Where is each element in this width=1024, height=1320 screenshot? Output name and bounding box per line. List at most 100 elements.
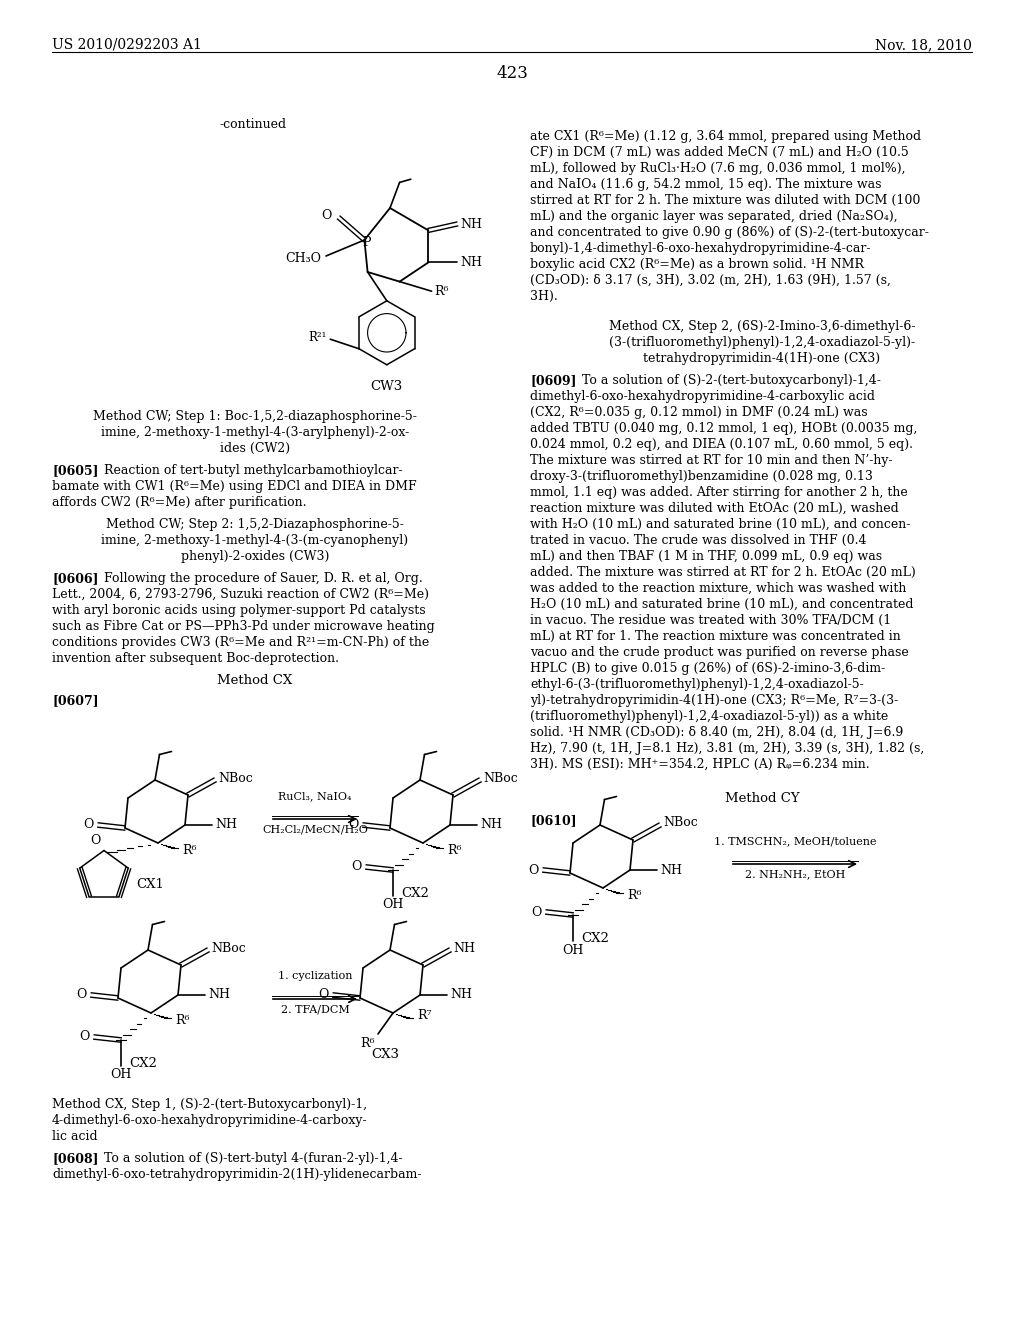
Text: mL) and then TBAF (1 M in THF, 0.099 mL, 0.9 eq) was: mL) and then TBAF (1 M in THF, 0.099 mL,…: [530, 550, 882, 564]
Text: ate CX1 (R⁶=Me) (1.12 g, 3.64 mmol, prepared using Method: ate CX1 (R⁶=Me) (1.12 g, 3.64 mmol, prep…: [530, 129, 922, 143]
Text: vacuo and the crude product was purified on reverse phase: vacuo and the crude product was purified…: [530, 645, 908, 659]
Text: mmol, 1.1 eq) was added. After stirring for another 2 h, the: mmol, 1.1 eq) was added. After stirring …: [530, 486, 907, 499]
Text: with H₂O (10 mL) and saturated brine (10 mL), and concen-: with H₂O (10 mL) and saturated brine (10…: [530, 517, 910, 531]
Text: The mixture was stirred at RT for 10 min and then N’-hy-: The mixture was stirred at RT for 10 min…: [530, 454, 893, 467]
Text: OH: OH: [562, 944, 584, 957]
Text: Method CY: Method CY: [725, 792, 800, 805]
Text: 1. TMSCHN₂, MeOH/toluene: 1. TMSCHN₂, MeOH/toluene: [714, 836, 877, 846]
Text: Following the procedure of Sauer, D. R. et al, Org.: Following the procedure of Sauer, D. R. …: [104, 572, 423, 585]
Text: such as Fibre Cat or PS—PPh3-Pd under microwave heating: such as Fibre Cat or PS—PPh3-Pd under mi…: [52, 620, 435, 634]
Text: NH: NH: [208, 989, 230, 1002]
Text: CH₃O: CH₃O: [285, 252, 321, 264]
Text: CX3: CX3: [371, 1048, 399, 1061]
Text: CX2: CX2: [401, 887, 429, 900]
Text: R⁶: R⁶: [182, 843, 197, 857]
Text: Method CX, Step 2, (6S)-2-Imino-3,6-dimethyl-6-: Method CX, Step 2, (6S)-2-Imino-3,6-dime…: [608, 319, 915, 333]
Text: trated in vacuo. The crude was dissolved in THF (0.4: trated in vacuo. The crude was dissolved…: [530, 535, 866, 546]
Text: lic acid: lic acid: [52, 1130, 97, 1143]
Text: OH: OH: [382, 899, 403, 912]
Text: affords CW2 (R⁶=Me) after purification.: affords CW2 (R⁶=Me) after purification.: [52, 496, 306, 510]
Text: Method CX: Method CX: [217, 675, 293, 686]
Text: 3H). MS (ESI): MH⁺=354.2, HPLC (A) Rᵩ=6.234 min.: 3H). MS (ESI): MH⁺=354.2, HPLC (A) Rᵩ=6.…: [530, 758, 869, 771]
Text: reaction mixture was diluted with EtOAc (20 mL), washed: reaction mixture was diluted with EtOAc …: [530, 502, 899, 515]
Text: O: O: [527, 863, 539, 876]
Text: and concentrated to give 0.90 g (86%) of (S)-2-(tert-butoxycar-: and concentrated to give 0.90 g (86%) of…: [530, 226, 929, 239]
Text: R²¹: R²¹: [308, 331, 327, 343]
Text: O: O: [76, 989, 86, 1002]
Text: dimethyl-6-oxo-tetrahydropyrimidin-2(1H)-ylidenecarbam-: dimethyl-6-oxo-tetrahydropyrimidin-2(1H)…: [52, 1168, 422, 1181]
Text: CX2: CX2: [581, 932, 609, 945]
Text: R⁷: R⁷: [417, 1008, 431, 1022]
Text: boxylic acid CX2 (R⁶=Me) as a brown solid. ¹H NMR: boxylic acid CX2 (R⁶=Me) as a brown soli…: [530, 257, 864, 271]
Text: 3H).: 3H).: [530, 290, 558, 304]
Text: NH: NH: [450, 989, 472, 1002]
Text: [0605]: [0605]: [52, 465, 98, 477]
Text: 423: 423: [496, 65, 528, 82]
Text: 4-dimethyl-6-oxo-hexahydropyrimidine-4-carboxy-: 4-dimethyl-6-oxo-hexahydropyrimidine-4-c…: [52, 1114, 368, 1127]
Text: 1. cyclization: 1. cyclization: [278, 972, 352, 981]
Text: added. The mixture was stirred at RT for 2 h. EtOAc (20 mL): added. The mixture was stirred at RT for…: [530, 566, 915, 579]
Text: mL) and the organic layer was separated, dried (Na₂SO₄),: mL) and the organic layer was separated,…: [530, 210, 898, 223]
Text: [0606]: [0606]: [52, 572, 98, 585]
Text: R⁶: R⁶: [627, 888, 641, 902]
Text: Lett., 2004, 6, 2793-2796, Suzuki reaction of CW2 (R⁶=Me): Lett., 2004, 6, 2793-2796, Suzuki reacti…: [52, 587, 429, 601]
Text: NH: NH: [215, 818, 237, 832]
Text: Nov. 18, 2010: Nov. 18, 2010: [876, 38, 972, 51]
Text: O: O: [348, 818, 358, 832]
Text: NBoc: NBoc: [211, 941, 246, 954]
Text: [0608]: [0608]: [52, 1152, 98, 1166]
Text: 0.024 mmol, 0.2 eq), and DIEA (0.107 mL, 0.60 mmol, 5 eq).: 0.024 mmol, 0.2 eq), and DIEA (0.107 mL,…: [530, 438, 913, 451]
Text: R⁶: R⁶: [447, 843, 462, 857]
Text: [0609]: [0609]: [530, 374, 577, 387]
Text: HPLC (B) to give 0.015 g (26%) of (6S)-2-imino-3,6-dim-: HPLC (B) to give 0.015 g (26%) of (6S)-2…: [530, 663, 886, 675]
Text: Reaction of tert-butyl methylcarbamothioylcar-: Reaction of tert-butyl methylcarbamothio…: [104, 465, 402, 477]
Text: -continued: -continued: [220, 117, 287, 131]
Text: O: O: [79, 1031, 89, 1044]
Text: NBoc: NBoc: [218, 771, 253, 784]
Text: yl)-tetrahydropyrimidin-4(1H)-one (CX3; R⁶=Me, R⁷=3-(3-: yl)-tetrahydropyrimidin-4(1H)-one (CX3; …: [530, 694, 898, 708]
Text: (3-(trifluoromethyl)phenyl)-1,2,4-oxadiazol-5-yl)-: (3-(trifluoromethyl)phenyl)-1,2,4-oxadia…: [609, 337, 915, 348]
Text: (trifluoromethyl)phenyl)-1,2,4-oxadiazol-5-yl)) as a white: (trifluoromethyl)phenyl)-1,2,4-oxadiazol…: [530, 710, 888, 723]
Text: conditions provides CW3 (R⁶=Me and R²¹=m-CN-Ph) of the: conditions provides CW3 (R⁶=Me and R²¹=m…: [52, 636, 429, 649]
Text: solid. ¹H NMR (CD₃OD): δ 8.40 (m, 2H), 8.04 (d, 1H, J=6.9: solid. ¹H NMR (CD₃OD): δ 8.40 (m, 2H), 8…: [530, 726, 903, 739]
Text: CW3: CW3: [371, 380, 402, 393]
Text: OH: OH: [111, 1068, 132, 1081]
Text: ethyl-6-(3-(trifluoromethyl)phenyl)-1,2,4-oxadiazol-5-: ethyl-6-(3-(trifluoromethyl)phenyl)-1,2,…: [530, 678, 864, 690]
Text: P: P: [362, 235, 371, 248]
Text: mL) at RT for 1. The reaction mixture was concentrated in: mL) at RT for 1. The reaction mixture wa…: [530, 630, 901, 643]
Text: RuCl₃, NaIO₄: RuCl₃, NaIO₄: [279, 791, 352, 801]
Text: CH₂Cl₂/MeCN/H₂O: CH₂Cl₂/MeCN/H₂O: [262, 824, 368, 834]
Text: R⁶: R⁶: [360, 1038, 375, 1049]
Text: NH: NH: [660, 863, 682, 876]
Text: NH: NH: [460, 256, 482, 269]
Text: O: O: [91, 834, 101, 847]
Text: stirred at RT for 2 h. The mixture was diluted with DCM (100: stirred at RT for 2 h. The mixture was d…: [530, 194, 921, 207]
Text: (CX2, R⁶=0.035 g, 0.12 mmol) in DMF (0.24 mL) was: (CX2, R⁶=0.035 g, 0.12 mmol) in DMF (0.2…: [530, 407, 867, 418]
Text: in vacuo. The residue was treated with 30% TFA/DCM (1: in vacuo. The residue was treated with 3…: [530, 614, 891, 627]
Text: R⁶: R⁶: [434, 285, 450, 298]
Text: mL), followed by RuCl₃·H₂O (7.6 mg, 0.036 mmol, 1 mol%),: mL), followed by RuCl₃·H₂O (7.6 mg, 0.03…: [530, 162, 905, 176]
Text: NBoc: NBoc: [483, 771, 518, 784]
Text: invention after subsequent Boc-deprotection.: invention after subsequent Boc-deprotect…: [52, 652, 339, 665]
Text: was added to the reaction mixture, which was washed with: was added to the reaction mixture, which…: [530, 582, 906, 595]
Text: Method CX, Step 1, (S)-2-(tert-Butoxycarbonyl)-1,: Method CX, Step 1, (S)-2-(tert-Butoxycar…: [52, 1098, 368, 1111]
Text: dimethyl-6-oxo-hexahydropyrimidine-4-carboxylic acid: dimethyl-6-oxo-hexahydropyrimidine-4-car…: [530, 389, 874, 403]
Text: with aryl boronic acids using polymer-support Pd catalysts: with aryl boronic acids using polymer-su…: [52, 605, 426, 616]
Text: NH: NH: [453, 941, 475, 954]
Text: H₂O (10 mL) and saturated brine (10 mL), and concentrated: H₂O (10 mL) and saturated brine (10 mL),…: [530, 598, 913, 611]
Text: ides (CW2): ides (CW2): [220, 442, 290, 455]
Text: imine, 2-methoxy-1-methyl-4-(3-(m-cyanophenyl): imine, 2-methoxy-1-methyl-4-(3-(m-cyanop…: [101, 535, 409, 546]
Text: To a solution of (S)-2-(tert-butoxycarbonyl)-1,4-: To a solution of (S)-2-(tert-butoxycarbo…: [582, 374, 881, 387]
Text: droxy-3-(trifluoromethyl)benzamidine (0.028 mg, 0.13: droxy-3-(trifluoromethyl)benzamidine (0.…: [530, 470, 872, 483]
Text: tetrahydropyrimidin-4(1H)-one (CX3): tetrahydropyrimidin-4(1H)-one (CX3): [643, 352, 881, 366]
Text: CX2: CX2: [129, 1057, 157, 1071]
Text: O: O: [322, 209, 332, 222]
Text: NBoc: NBoc: [663, 817, 697, 829]
Text: phenyl)-2-oxides (CW3): phenyl)-2-oxides (CW3): [181, 550, 329, 564]
Text: Method CW; Step 2: 1,5,2-Diazaphosphorine-5-: Method CW; Step 2: 1,5,2-Diazaphosphorin…: [106, 517, 403, 531]
Text: 2. NH₂NH₂, EtOH: 2. NH₂NH₂, EtOH: [744, 869, 845, 879]
Text: [0610]: [0610]: [530, 814, 577, 828]
Text: Hz), 7.90 (t, 1H, J=8.1 Hz), 3.81 (m, 2H), 3.39 (s, 3H), 1.82 (s,: Hz), 7.90 (t, 1H, J=8.1 Hz), 3.81 (m, 2H…: [530, 742, 925, 755]
Text: CX1: CX1: [136, 878, 164, 891]
Text: bamate with CW1 (R⁶=Me) using EDCl and DIEA in DMF: bamate with CW1 (R⁶=Me) using EDCl and D…: [52, 480, 417, 492]
